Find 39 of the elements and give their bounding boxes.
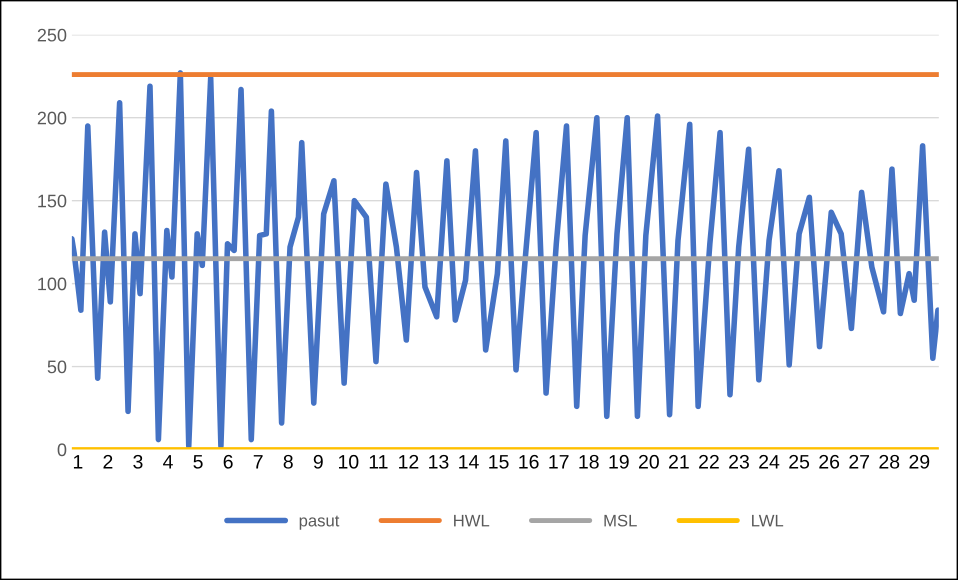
legend-label: MSL <box>604 514 637 527</box>
x-tick-label: 21 <box>669 454 689 468</box>
y-tick-label: 150 <box>38 194 66 208</box>
x-tick-label: 6 <box>224 454 233 469</box>
x-tick-label: 14 <box>459 455 479 468</box>
y-tick-label: 200 <box>38 112 66 124</box>
x-tick-label: 2 <box>103 454 112 468</box>
x-tick-label: 12 <box>399 454 418 468</box>
x-tick-label: 22 <box>699 454 719 468</box>
x-tick-label: 8 <box>284 454 293 469</box>
legend-label: LWL <box>752 514 784 526</box>
x-tick-label: 25 <box>789 454 810 469</box>
legend-label: HWL <box>454 514 490 526</box>
x-tick-label: 3 <box>133 454 143 469</box>
legend-label: pasut <box>300 516 340 530</box>
x-tick-label: 26 <box>819 454 840 469</box>
x-tick-label: 5 <box>193 455 203 469</box>
x-tick-label: 23 <box>729 454 749 469</box>
x-tick-label: 17 <box>549 455 569 468</box>
x-tick-label: 7 <box>254 455 263 468</box>
x-tick-label: 28 <box>879 454 900 469</box>
x-tick-label: 27 <box>849 454 870 468</box>
y-tick-label: 250 <box>38 28 66 42</box>
x-tick-label: 1 <box>74 455 82 468</box>
y-tick-label: 0 <box>58 443 66 456</box>
x-tick-label: 24 <box>759 454 780 468</box>
x-tick-label: 13 <box>429 454 448 469</box>
x-tick-label: 19 <box>609 454 629 469</box>
y-tick-label: 100 <box>38 278 66 290</box>
x-tick-label: 29 <box>909 454 930 469</box>
x-tick-label: 20 <box>639 454 659 469</box>
x-tick-label: 18 <box>579 454 599 469</box>
x-tick-label: 9 <box>314 454 323 469</box>
x-tick-label: 11 <box>370 455 388 468</box>
x-tick-label: 16 <box>519 454 539 469</box>
x-tick-label: 15 <box>489 455 509 469</box>
x-tick-label: 10 <box>338 454 358 469</box>
y-tick-label: 50 <box>48 360 66 374</box>
x-tick-label: 4 <box>163 455 173 468</box>
